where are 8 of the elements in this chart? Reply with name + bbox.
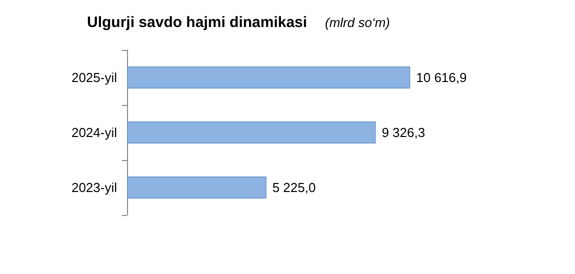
chart-subtitle: (mlrd so‘m) — [325, 15, 390, 30]
data-label: 9 326,3 — [382, 125, 426, 140]
y-tick-label: 2023-yil — [71, 180, 118, 195]
chart-title: Ulgurji savdo hajmi dinamikasi — [87, 14, 308, 31]
data-label: 10 616,9 — [416, 70, 467, 85]
y-tick-label: 2025-yil — [71, 70, 118, 85]
data-label: 5 225,0 — [272, 180, 316, 195]
y-tick-label: 2024-yil — [71, 125, 118, 140]
